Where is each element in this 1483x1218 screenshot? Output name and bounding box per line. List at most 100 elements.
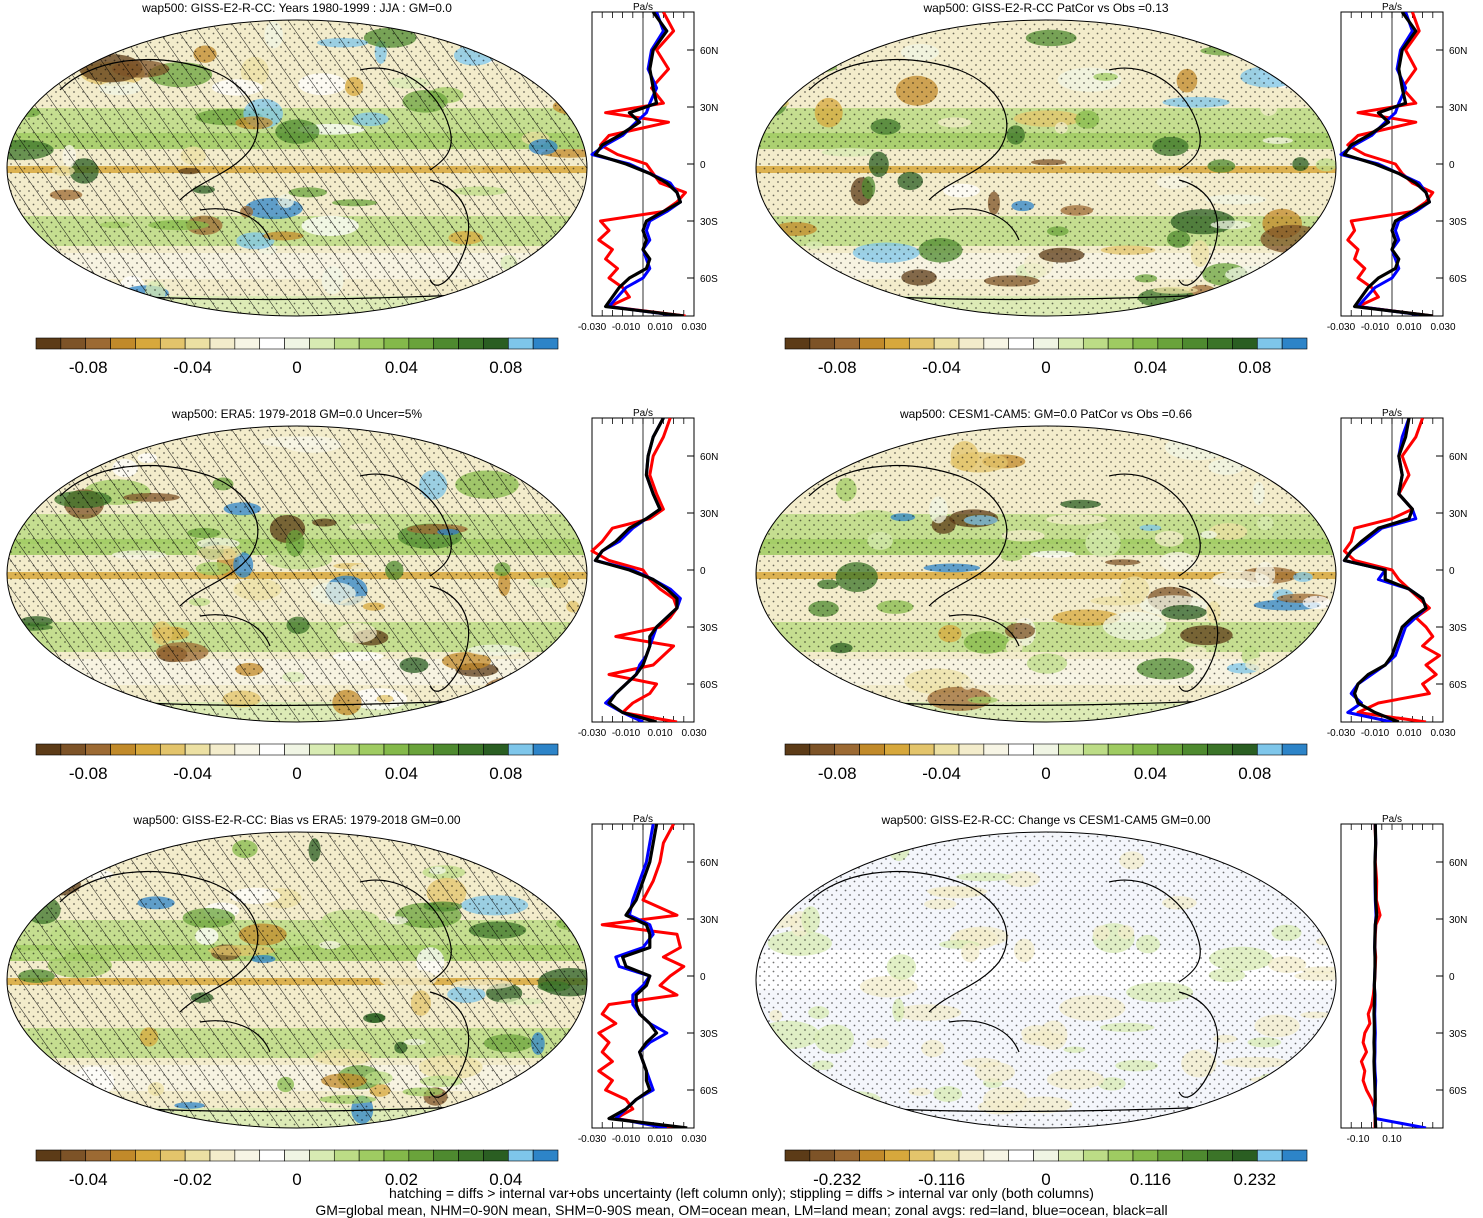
profile-frame: [1340, 823, 1444, 1129]
colorbar: -0.232 -0.116 0 0.116 0.232: [784, 1149, 1308, 1189]
map-outline: [755, 831, 1337, 1129]
colorbar-swatch: [458, 1149, 484, 1162]
profile-x-tick-label: 0.010: [647, 1134, 672, 1145]
colorbar-swatch: [35, 1149, 62, 1162]
colorbar-tick-label: 0.232: [1234, 1170, 1277, 1189]
colorbar-tick-label: -0.08: [818, 358, 857, 377]
zonal-profile: Pa/s -0.030 -0.010 0.010 0.030 60N 30N 0 30S 60S: [578, 408, 719, 739]
panel-4: wap500: CESM1-CAM5: GM=0.0 PatCor vs Obs…: [755, 407, 1468, 783]
map-field: [756, 832, 1336, 1128]
colorbar-swatch: [859, 743, 885, 756]
colorbar-swatch: [507, 1149, 534, 1162]
colorbar-swatch: [834, 743, 860, 756]
profile-line-ocean: [590, 12, 682, 316]
colorbar-swatch: [1256, 743, 1283, 756]
colorbar-swatch: [809, 1149, 836, 1162]
zonal-profile: Pa/s -0.10 0.10 60N 30N 0 30S 60S: [1340, 814, 1467, 1145]
profile-lat-tick-label: 60S: [1449, 1086, 1467, 1097]
colorbar-swatch: [1132, 1149, 1159, 1162]
colorbar-swatch: [1033, 743, 1059, 756]
colorbar-swatch: [809, 337, 836, 350]
colorbar-swatch: [259, 1149, 285, 1162]
zonal-profile: Pa/s -0.030 -0.010 0.010 0.030 60N 30N 0 30S 60S: [1327, 2, 1468, 333]
profile-x-tick-label: 0.030: [681, 322, 706, 333]
footer-legend-line-1: hatching = diffs > internal var+obs unce…: [389, 1185, 1094, 1201]
colorbar-tick-label: 0: [1041, 764, 1050, 783]
colorbar-swatch: [532, 1149, 559, 1162]
profile-x-tick-label: 0.030: [1430, 728, 1455, 739]
colorbar-swatch: [358, 1149, 385, 1162]
colorbar-swatch: [259, 337, 285, 350]
panel-title: wap500: GISS-E2-R-CC: Change vs CESM1-CA…: [880, 813, 1210, 827]
profile-line-ocean: [1339, 12, 1431, 316]
profile-lat-tick-label: 60S: [1449, 680, 1467, 691]
profile-lat-tick-label: 30S: [700, 623, 718, 634]
colorbar-swatch: [1157, 1149, 1184, 1162]
colorbar-swatch: [309, 1149, 335, 1162]
colorbar-swatch: [35, 743, 62, 756]
map-outline: [6, 831, 588, 1129]
colorbar-swatch: [1033, 1149, 1059, 1162]
colorbar-swatch: [383, 1149, 410, 1162]
colorbar-swatch: [1157, 337, 1184, 350]
profile-lat-tick-label: 30N: [1449, 915, 1467, 926]
profile-x-tick-label: 0.030: [681, 728, 706, 739]
colorbar-swatch: [110, 337, 136, 350]
panel-title: wap500: GISS-E2-R-CC: Years 1980-1999 : …: [141, 1, 452, 15]
colorbar-tick-label: -0.04: [922, 358, 961, 377]
profile-line-land: [597, 824, 686, 1128]
colorbar-swatch: [1207, 743, 1233, 756]
colorbar-swatch: [1008, 337, 1034, 350]
profile-line-all: [593, 418, 679, 722]
colorbar-swatch: [532, 743, 559, 756]
profile-line-ocean: [1372, 824, 1427, 1128]
colorbar-tick-label: 0: [1041, 1170, 1050, 1189]
colorbar-swatch: [159, 337, 186, 350]
profile-lat-tick-label: 60N: [700, 858, 718, 869]
colorbar-swatch: [784, 743, 811, 756]
profile-x-tick-label: -0.010: [612, 1134, 641, 1145]
colorbar-tick-label: 0: [292, 764, 301, 783]
profile-x-tick-label: -0.030: [1327, 728, 1356, 739]
profile-lat-tick-label: 60N: [1449, 46, 1467, 57]
colorbar-swatch: [884, 337, 910, 350]
colorbar-swatch: [234, 337, 261, 350]
profile-lat-tick-label: 30N: [1449, 103, 1467, 114]
profile-lat-tick-label: 0: [1449, 972, 1455, 983]
profile-lat-tick-label: 30S: [1449, 623, 1467, 634]
colorbar-swatch: [1232, 743, 1258, 756]
colorbar-tick-label: 0: [1041, 358, 1050, 377]
colorbar-swatch: [507, 337, 534, 350]
colorbar-swatch: [234, 743, 261, 756]
colorbar-tick-label: -0.116: [918, 1170, 965, 1189]
colorbar-swatch: [1232, 1149, 1258, 1162]
colorbar-tick-label: 0.116: [1130, 1170, 1171, 1189]
zonal-profile: Pa/s -0.030 -0.010 0.010 0.030 60N 30N 0 30S 60S: [1327, 408, 1468, 739]
colorbar: -0.08 -0.04 0 0.04 0.08: [784, 743, 1308, 783]
colorbar-swatch: [1107, 337, 1134, 350]
colorbar-swatch: [159, 1149, 186, 1162]
panel-3: wap500: ERA5: 1979-2018 GM=0.0 Uncer=5% -…: [6, 407, 719, 783]
colorbar-swatch: [284, 337, 310, 350]
stippling-overlay: [756, 832, 1336, 1128]
profile-x-tick-label: -0.10: [1347, 1134, 1370, 1145]
profile-x-tick-label: -0.030: [578, 1134, 607, 1145]
colorbar-swatch: [110, 743, 136, 756]
colorbar-swatch: [1182, 743, 1208, 756]
map-outline: [755, 425, 1337, 723]
colorbar-swatch: [433, 743, 459, 756]
profile-unit-label: Pa/s: [633, 814, 653, 825]
colorbar-swatch: [532, 337, 559, 350]
colorbar-swatch: [85, 1149, 111, 1162]
colorbar-swatch: [408, 1149, 435, 1162]
colorbar-tick-label: -0.08: [69, 358, 108, 377]
colorbar-swatch: [358, 743, 385, 756]
profile-line-land: [1359, 824, 1382, 1128]
colorbar-swatch: [983, 1149, 1010, 1162]
profile-line-all: [593, 12, 684, 316]
profile-lat-tick-label: 30S: [1449, 1029, 1467, 1040]
colorbar-tick-label: 0.08: [489, 764, 522, 783]
profile-lat-tick-label: 30N: [1449, 509, 1467, 520]
profile-line-all: [607, 824, 688, 1128]
stippling-overlay: [756, 426, 1336, 722]
